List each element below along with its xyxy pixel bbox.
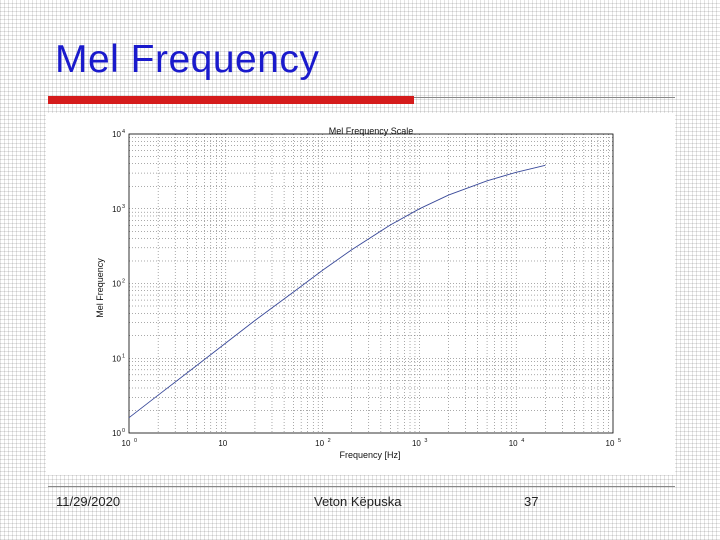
y-tick-label: 10: [112, 280, 121, 289]
plot-frame: [128, 133, 614, 434]
chart-title: Mel Frequency Scale: [329, 126, 414, 136]
x-tick-exponent: 5: [618, 438, 621, 444]
x-tick-exponent: 3: [424, 438, 427, 444]
footer-date: 11/29/2020: [56, 494, 121, 509]
x-tick-label: 10: [315, 439, 324, 448]
x-tick-label: 10: [509, 439, 518, 448]
title-accent-bar: [48, 96, 414, 104]
chart-panel: Mel Frequency Scale Frequency [Hz] Mel F…: [46, 113, 675, 475]
x-tick-label: 10: [412, 439, 421, 448]
grid: [129, 134, 613, 433]
y-axis-label: Mel Frequency: [95, 258, 105, 318]
y-tick-exponent: 0: [122, 428, 125, 434]
slide-title: Mel Frequency: [55, 38, 320, 81]
y-tick-exponent: 2: [122, 279, 125, 285]
title-divider: [414, 97, 675, 98]
mel-frequency-chart: Mel Frequency Scale Frequency [Hz] Mel F…: [95, 126, 621, 460]
y-tick-label: 10: [112, 429, 121, 438]
x-tick-exponent: 2: [328, 438, 331, 444]
axis-ticks: 10 0 10 10 2 10 3 10 4 10 510 010 110 210 310 4: [112, 129, 621, 448]
footer-divider: [48, 486, 675, 487]
x-tick-exponent: 0: [134, 438, 137, 444]
series-line: [128, 164, 546, 419]
y-tick-exponent: 4: [122, 129, 125, 135]
x-tick-label: 10: [218, 439, 227, 448]
y-tick-exponent: 1: [122, 353, 125, 359]
y-tick-label: 10: [112, 130, 121, 139]
x-tick-label: 10: [606, 439, 615, 448]
y-tick-label: 10: [112, 354, 121, 363]
x-tick-label: 10: [122, 439, 131, 448]
y-tick-label: 10: [112, 205, 121, 214]
x-tick-exponent: 4: [521, 438, 524, 444]
y-tick-exponent: 3: [122, 204, 125, 210]
x-axis-label: Frequency [Hz]: [339, 450, 400, 460]
footer-page-number: 37: [524, 494, 539, 509]
series-layer: [128, 164, 546, 419]
footer-author: Veton Këpuska: [314, 494, 402, 509]
